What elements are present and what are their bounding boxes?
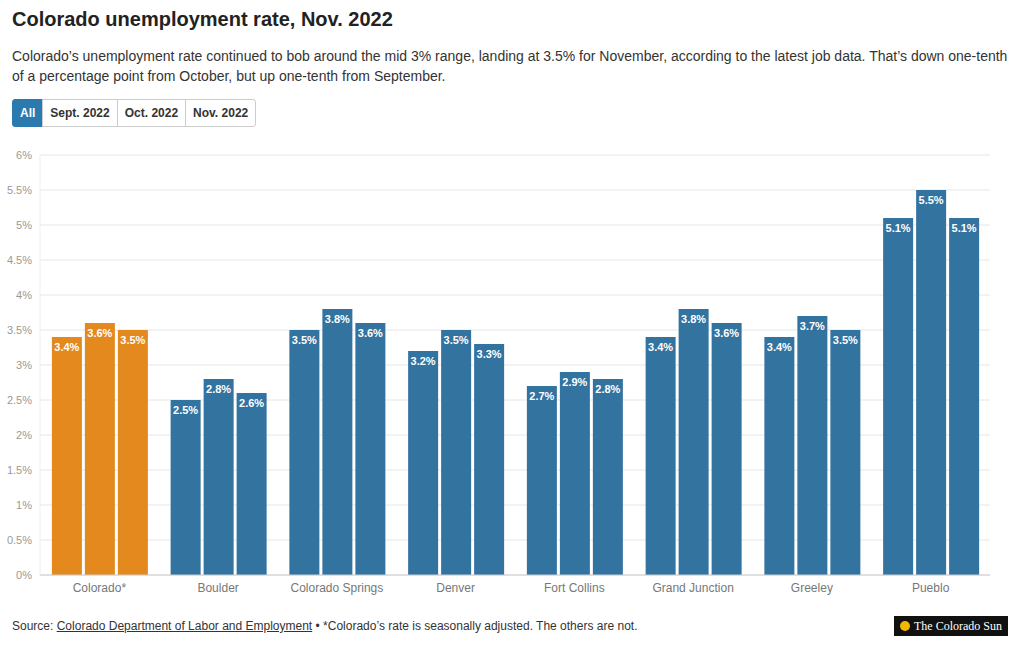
svg-text:5%: 5% bbox=[16, 219, 32, 231]
html-text:Oct. 2022: Oct. 2022 bbox=[124, 106, 179, 120]
svg-text:0%: 0% bbox=[16, 569, 32, 581]
svg-text:3.5%: 3.5% bbox=[833, 334, 858, 346]
svg-text:3.2%: 3.2% bbox=[411, 355, 436, 367]
svg-text:3.7%: 3.7% bbox=[800, 320, 825, 332]
svg-text:1%: 1% bbox=[16, 499, 32, 511]
svg-text:3.3%: 3.3% bbox=[477, 348, 502, 360]
svg-text:2.5%: 2.5% bbox=[173, 404, 198, 416]
html-text:Sept. 2022: Sept. 2022 bbox=[50, 106, 110, 120]
svg-text:0.5%: 0.5% bbox=[8, 534, 32, 546]
svg-text:3.5%: 3.5% bbox=[444, 334, 469, 346]
svg-text:3.4%: 3.4% bbox=[648, 341, 673, 353]
svg-text:5.5%: 5.5% bbox=[8, 184, 32, 196]
svg-text:3%: 3% bbox=[16, 359, 32, 371]
svg-text:2.5%: 2.5% bbox=[8, 394, 32, 406]
html-text:Colorado’s unemployment rate c: Colorado’s unemployment rate continued t… bbox=[12, 48, 1008, 84]
svg-text:2.8%: 2.8% bbox=[595, 383, 620, 395]
svg-text:Boulder: Boulder bbox=[197, 581, 238, 595]
svg-text:Colorado*: Colorado* bbox=[73, 581, 127, 595]
svg-text:4%: 4% bbox=[16, 289, 32, 301]
svg-text:2.9%: 2.9% bbox=[562, 376, 587, 388]
svg-text:Greeley: Greeley bbox=[791, 581, 833, 595]
svg-text:5.1%: 5.1% bbox=[886, 222, 911, 234]
html-text:All: All bbox=[20, 106, 36, 120]
svg-text:3.6%: 3.6% bbox=[87, 327, 112, 339]
svg-text:3.8%: 3.8% bbox=[681, 313, 706, 325]
svg-text:3.4%: 3.4% bbox=[767, 341, 792, 353]
svg-text:3.6%: 3.6% bbox=[358, 327, 383, 339]
svg-text:4.5%: 4.5% bbox=[8, 254, 32, 266]
svg-text:1.5%: 1.5% bbox=[8, 464, 32, 476]
svg-text:3.5%: 3.5% bbox=[120, 334, 145, 346]
svg-text:3.5%: 3.5% bbox=[292, 334, 317, 346]
svg-text:Pueblo: Pueblo bbox=[912, 581, 950, 595]
html-text:Nov. 2022: Nov. 2022 bbox=[193, 106, 249, 120]
svg-text:5.5%: 5.5% bbox=[919, 194, 944, 206]
html-text:Source: Colorado Department of: Source: Colorado Department of Labor and… bbox=[12, 619, 638, 633]
svg-text:Fort Collins: Fort Collins bbox=[544, 581, 605, 595]
html-text:Colorado unemployment rate, No: Colorado unemployment rate, Nov. 2022 bbox=[12, 8, 393, 30]
svg-text:2%: 2% bbox=[16, 429, 32, 441]
svg-text:Colorado Springs: Colorado Springs bbox=[291, 581, 384, 595]
svg-text:2.6%: 2.6% bbox=[239, 397, 264, 409]
svg-text:2.8%: 2.8% bbox=[206, 383, 231, 395]
svg-text:5.1%: 5.1% bbox=[952, 222, 977, 234]
html-text:The Colorado Sun: The Colorado Sun bbox=[914, 618, 1002, 633]
svg-text:3.4%: 3.4% bbox=[54, 341, 79, 353]
svg-text:3.6%: 3.6% bbox=[714, 327, 739, 339]
svg-text:3.8%: 3.8% bbox=[325, 313, 350, 325]
svg-text:Denver: Denver bbox=[436, 581, 475, 595]
svg-text:6%: 6% bbox=[16, 149, 32, 161]
svg-text:3.5%: 3.5% bbox=[8, 324, 32, 336]
svg-text:2.7%: 2.7% bbox=[529, 390, 554, 402]
svg-text:Grand Junction: Grand Junction bbox=[652, 581, 733, 595]
